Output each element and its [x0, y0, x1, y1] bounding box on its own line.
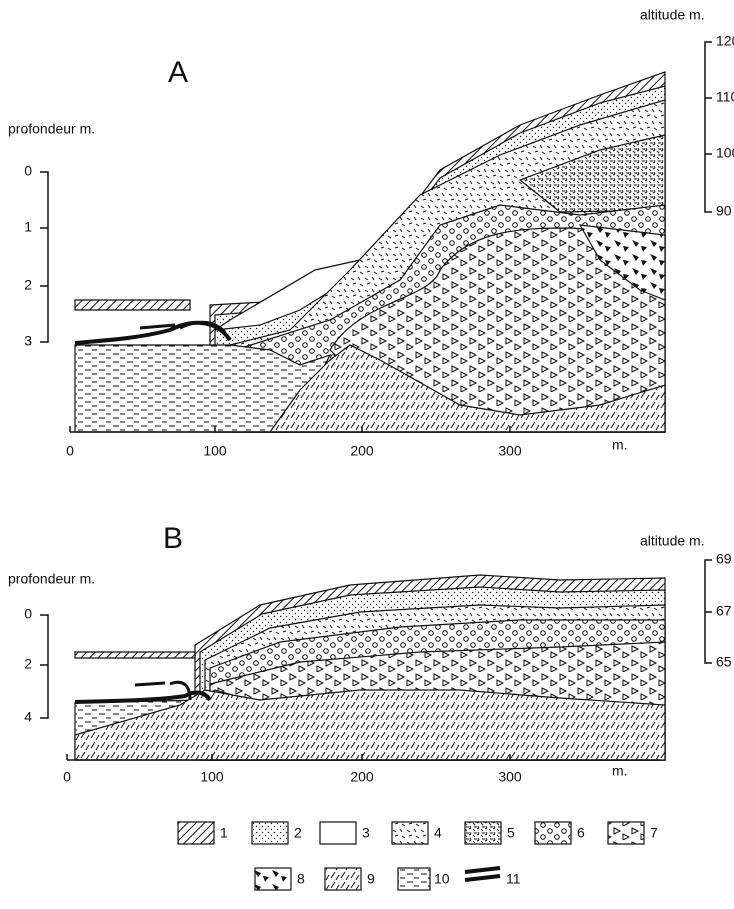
legend-swatch: [254, 867, 292, 891]
altitude-tick: 100: [716, 145, 734, 161]
legend-label: 2: [294, 825, 302, 841]
altitude-tick: 120: [716, 33, 734, 49]
distance-tick: 200: [350, 769, 374, 785]
depth-tick: 3: [24, 333, 32, 349]
altitude-tick: 90: [716, 203, 732, 219]
distance-unit: m.: [612, 437, 628, 453]
layer-1-left: [74, 299, 191, 311]
legend-swatch: [464, 821, 502, 845]
section-b: B profondeur m. altitude m. 0 2 4 69 67 …: [8, 522, 732, 785]
legend-label: 10: [434, 871, 450, 887]
layer-8: [578, 224, 666, 301]
legend-swatch: [391, 821, 429, 845]
section-label: B: [163, 522, 183, 555]
layer-9: [268, 344, 666, 433]
depth-tick: 0: [24, 606, 32, 622]
depth-tick: 2: [24, 656, 32, 672]
distance-unit: m.: [612, 763, 628, 779]
distance-tick: 100: [200, 769, 224, 785]
section-a: A profondeur m. altitude m. 0 1 2 3 120 …: [8, 7, 734, 459]
legend-label: 3: [362, 825, 370, 841]
legend-swatch: [319, 821, 357, 845]
layer-11: [139, 320, 227, 334]
legend-swatch: [177, 821, 215, 845]
depth-tick: 1: [24, 219, 32, 235]
distance-tick: 0: [66, 443, 74, 459]
depth-tick: 4: [24, 709, 32, 725]
depth-axis: [40, 171, 49, 343]
distance-tick: 100: [203, 443, 227, 459]
altitude-tick: 69: [716, 551, 732, 567]
depth-title: profondeur m.: [8, 571, 95, 587]
legend-label: 8: [297, 871, 305, 887]
depth-axis: [40, 614, 49, 719]
legend-label: 9: [367, 871, 375, 887]
altitude-tick: 110: [716, 89, 734, 105]
legend-label: 6: [577, 825, 585, 841]
legend-swatch: [534, 821, 572, 845]
altitude-tick: 67: [716, 603, 732, 619]
legend-swatch: [464, 866, 501, 882]
layer-11: [134, 680, 192, 701]
distance-tick: 300: [498, 443, 522, 459]
layer-1-left: [74, 651, 196, 659]
distance-axis: [66, 754, 660, 761]
altitude-axis: [704, 41, 712, 213]
depth-title: profondeur m.: [8, 121, 95, 137]
layer-5: [518, 134, 666, 213]
altitude-title: altitude m.: [640, 7, 705, 23]
legend-label: 7: [650, 825, 658, 841]
legend-swatch: [607, 821, 645, 845]
layer-11: [74, 690, 212, 704]
distance-tick: 200: [350, 443, 374, 459]
legend: 1 2 3 4 5 6 7 8 9 10 11: [177, 821, 658, 891]
distance-tick: 300: [498, 769, 522, 785]
legend-label: 1: [220, 825, 228, 841]
section-label: A: [168, 56, 188, 89]
distance-axis: [69, 426, 665, 433]
legend-swatch: [324, 867, 362, 891]
legend-label: 5: [507, 825, 515, 841]
legend-swatch: [397, 867, 431, 891]
legend-label: 11: [506, 871, 521, 887]
legend-swatch: [251, 821, 289, 845]
depth-tick: 2: [24, 277, 32, 293]
legend-label: 4: [434, 825, 442, 841]
layer-11: [74, 320, 232, 345]
altitude-tick: 65: [716, 654, 732, 670]
altitude-title: altitude m.: [640, 533, 705, 549]
depth-tick: 0: [24, 163, 32, 179]
altitude-axis: [704, 559, 712, 664]
distance-tick: 0: [63, 769, 71, 785]
